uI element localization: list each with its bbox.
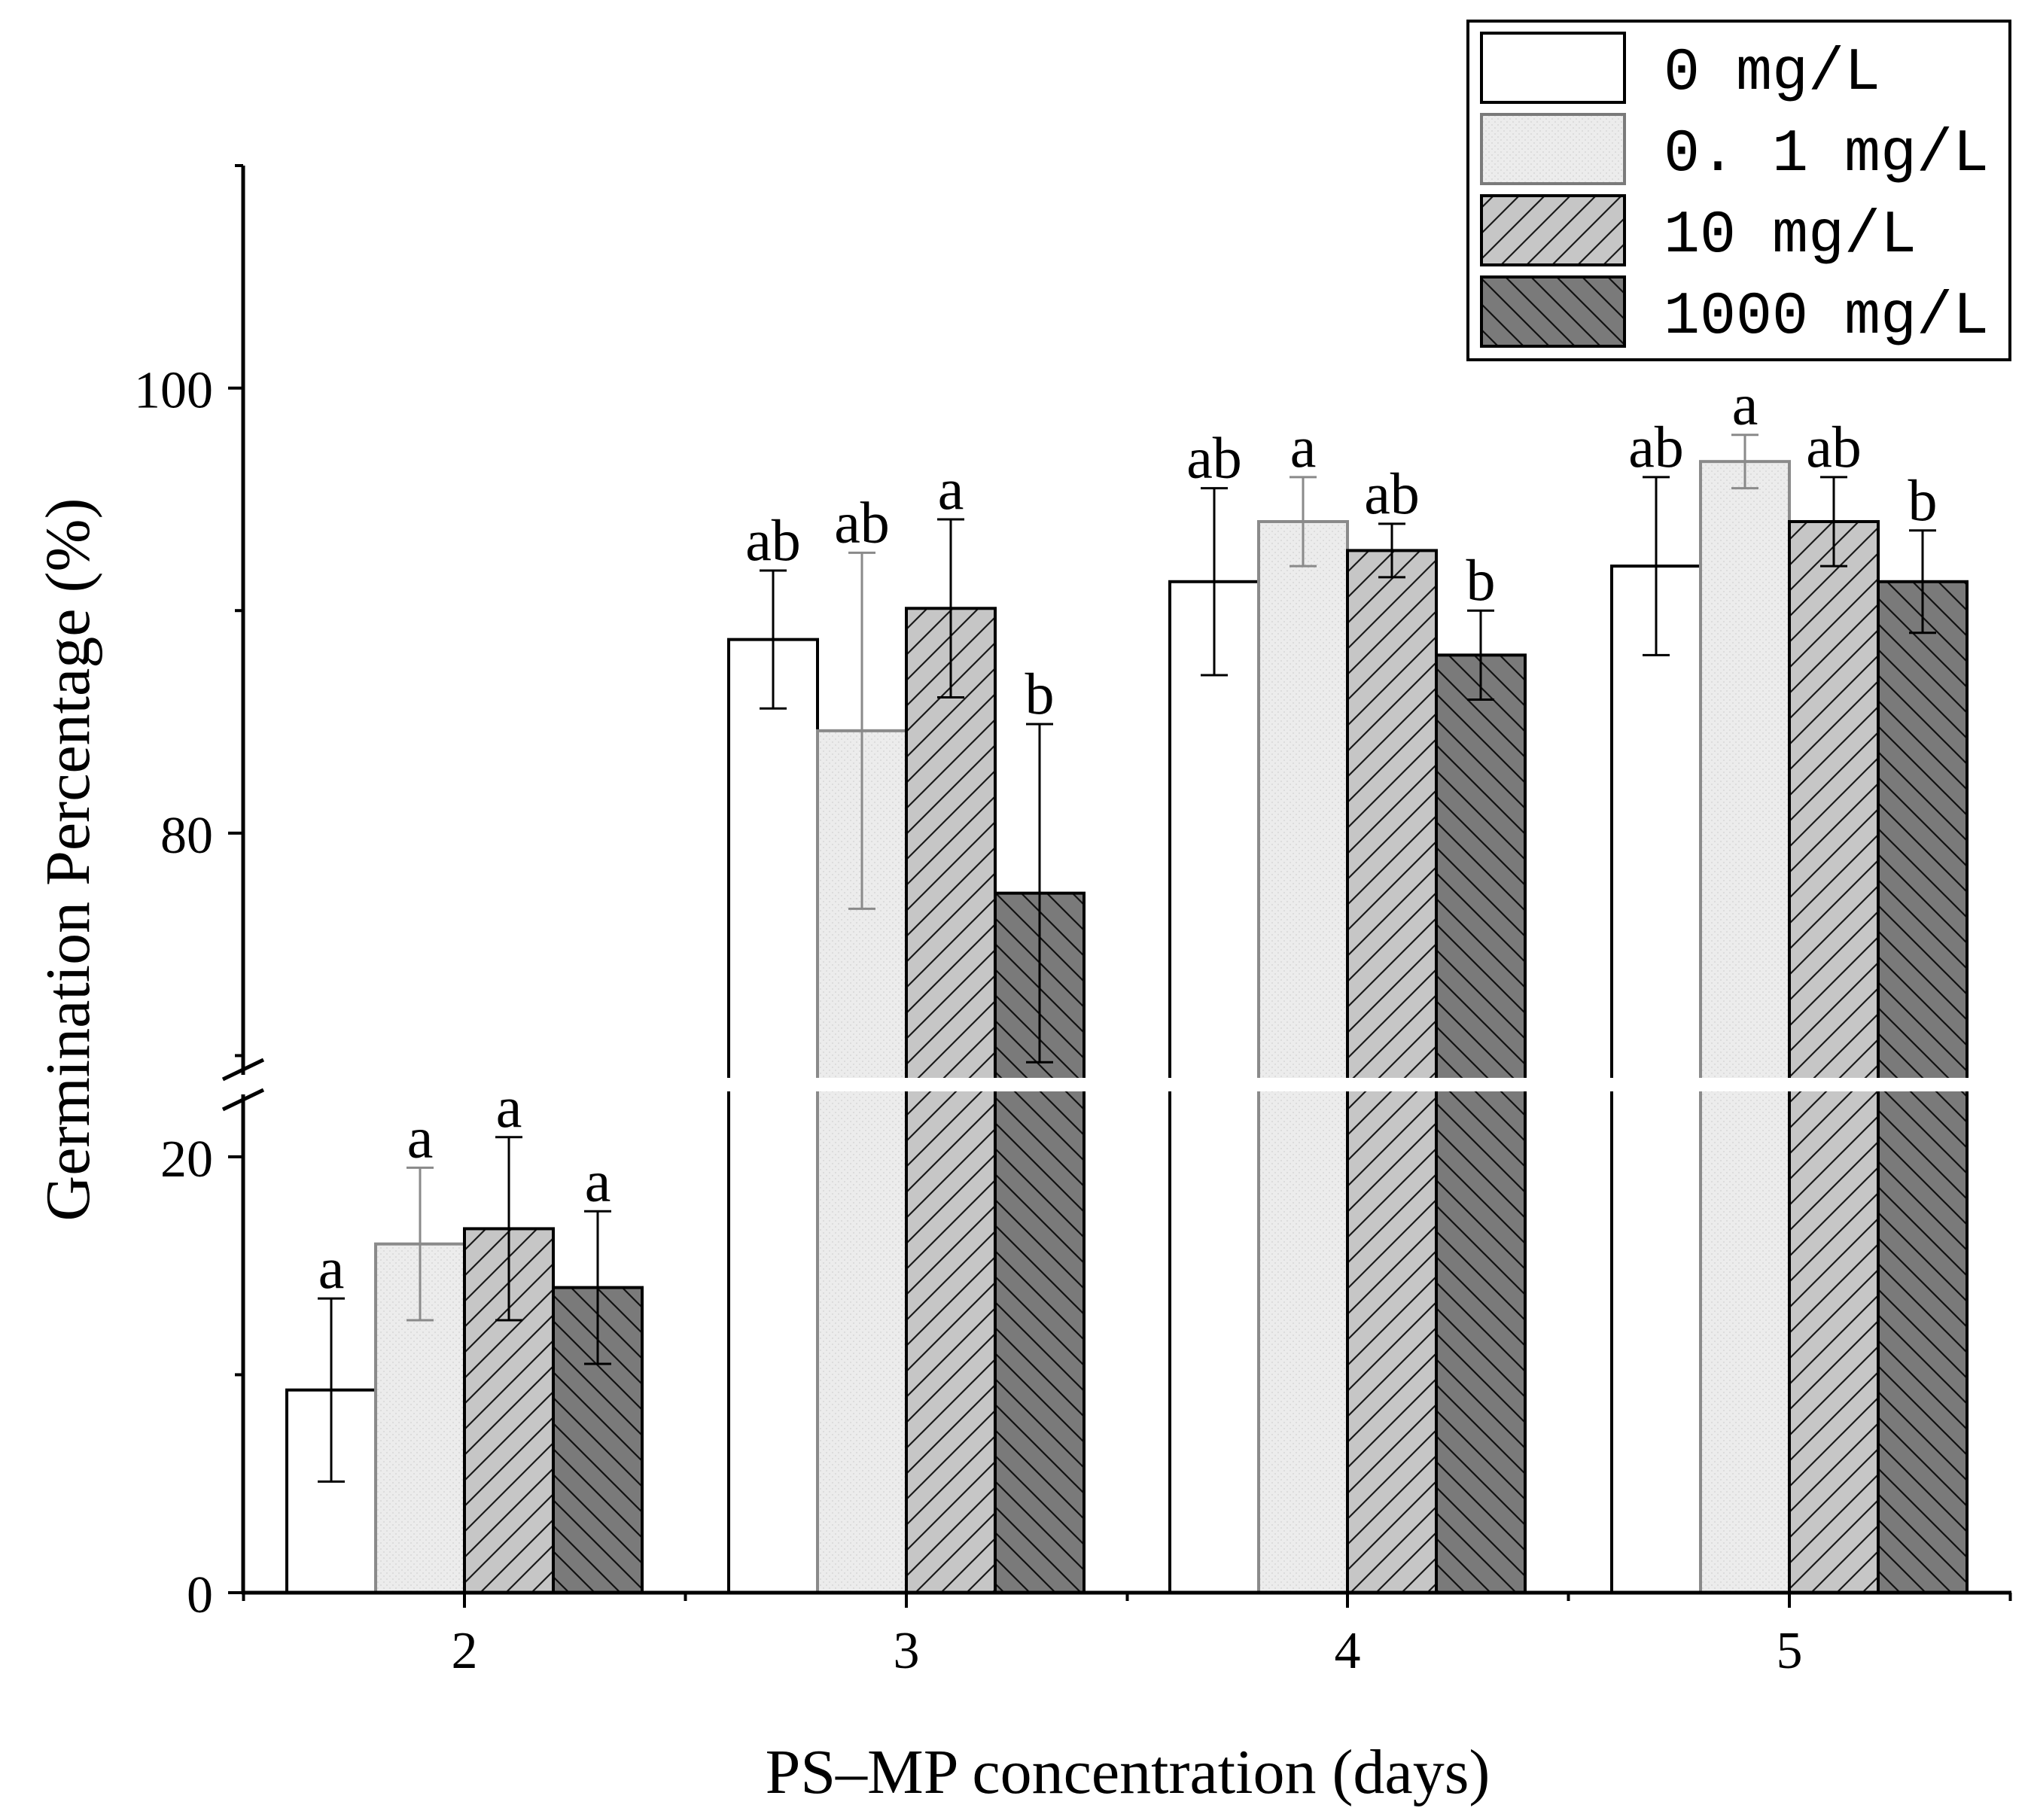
y-tick-label: 100 [134, 362, 213, 420]
x-tick-label: 5 [1777, 1622, 1803, 1680]
significance-letter: b [1025, 661, 1055, 726]
x-tick-label: 2 [452, 1622, 478, 1680]
significance-letter: ab [834, 489, 890, 555]
significance-letter: b [1466, 547, 1496, 613]
error-bars-layer [318, 434, 1936, 1483]
legend-label: 10 mg/L [1664, 202, 1917, 270]
bars-layer [285, 460, 1969, 1595]
significance-letter: ab [1186, 425, 1242, 491]
error-bar [1820, 476, 1847, 568]
x-tick-label: 3 [894, 1622, 920, 1680]
legend: 0 mg/L 0. 1 mg/L 10 mg/L 1000 mg/L [1466, 20, 2011, 361]
legend-swatch-0-mg-L [1480, 32, 1626, 104]
error-bar [1467, 609, 1494, 701]
significance-letter: ab [745, 507, 801, 573]
significance-letter: ab [1364, 461, 1420, 526]
error-bar [584, 1210, 611, 1365]
legend-swatch-0-1-mg-L [1480, 113, 1626, 185]
bar-1000-mg-L-day-4 [1435, 653, 1527, 1595]
significance-letter: a [938, 456, 964, 522]
x-axis-label: PS–MP concentration (days) [766, 1737, 1491, 1807]
y-axis-label: Germination Percentage (%) [33, 498, 103, 1222]
y-tick-label: 80 [160, 807, 213, 865]
error-bar [760, 569, 787, 710]
error-bar [1378, 522, 1405, 579]
significance-letter: a [585, 1148, 611, 1213]
error-bar [1909, 529, 1936, 635]
significance-letter: a [318, 1235, 345, 1301]
error-bar [937, 518, 964, 699]
bar-10-mg-L-day-5 [1788, 519, 1880, 1594]
significance-letter: a [496, 1074, 522, 1140]
axes-layer: 0 20 80 100 2 3 4 5 [134, 164, 2012, 1680]
y-tick-label: 20 [160, 1131, 213, 1188]
y-axis-break-mark [221, 1088, 265, 1112]
bar-0-1-mg-L-day-5 [1699, 460, 1791, 1594]
error-bar [495, 1136, 522, 1322]
bar-10-mg-L-day-3 [905, 607, 997, 1594]
significance-letter: ab [1806, 414, 1862, 479]
bar-0-1-mg-L-day-4 [1257, 519, 1349, 1594]
error-bar [318, 1297, 345, 1483]
significance-letter: b [1908, 467, 1938, 533]
legend-label: 1000 mg/L [1664, 283, 1989, 352]
legend-label: 0 mg/L [1664, 39, 1880, 108]
x-tick-label: 4 [1335, 1622, 1361, 1680]
error-bar [1643, 476, 1670, 656]
legend-label: 0. 1 mg/L [1664, 120, 1989, 189]
axis-break-gap-band [245, 1078, 2014, 1091]
y-axis-break-mark [221, 1058, 265, 1082]
error-bar [1290, 476, 1317, 568]
error-bar [407, 1166, 434, 1322]
error-bar [848, 551, 875, 910]
y-tick-label: 0 [187, 1566, 213, 1624]
error-bar [1026, 723, 1053, 1064]
error-bar [1731, 434, 1758, 490]
bar-0-mg-L-day-3 [727, 638, 819, 1594]
significance-letter: ab [1628, 414, 1684, 479]
significance-letter: a [1732, 372, 1758, 437]
error-bar [1201, 487, 1228, 677]
axis-break-gap [245, 1078, 2014, 1091]
legend-swatch-1000-mg-L [1480, 275, 1626, 348]
bar-10-mg-L-day-4 [1346, 549, 1438, 1594]
significance-letter: a [1290, 414, 1317, 479]
significance-letter: a [407, 1104, 434, 1170]
legend-swatch-10-mg-L [1480, 194, 1626, 266]
